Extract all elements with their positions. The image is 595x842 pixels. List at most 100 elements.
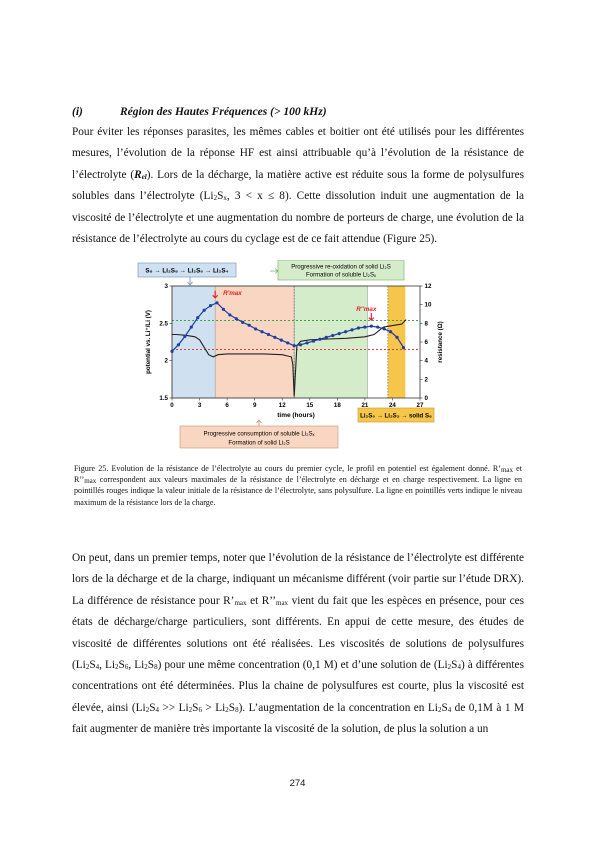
region-band-blue [171, 285, 216, 399]
p2-c9: 2 [225, 705, 229, 714]
resistance-point [292, 344, 296, 348]
p2-b1: 2 [447, 663, 452, 672]
p2-d3: 4 [447, 705, 452, 714]
paragraph-1: Pour éviter les réponses parasites, les … [72, 122, 524, 250]
resistance-point [208, 304, 213, 308]
resistance-point [382, 327, 386, 331]
y-right-tick-label: 8 [425, 320, 429, 327]
figure-caption: Figure 25. Evolution de la résistance de… [74, 463, 522, 508]
label-consumption-2: Formation of solid Li₂S [228, 440, 289, 447]
resistance-point [363, 325, 367, 329]
caption-text-2: et R’’ [74, 464, 522, 485]
p2-c5: 2 [188, 705, 193, 714]
resistance-point [305, 341, 309, 345]
resistance-point [221, 307, 226, 311]
x-tick-label: 0 [170, 402, 174, 409]
y-left-tick-label: 3 [165, 283, 169, 290]
para1-text-4: , 3 < x ≤ 8). Cette dissolution induit u… [72, 190, 524, 246]
p2-a8: , Li [128, 659, 145, 672]
label-charge-end: Li₂S₆ → Li₂S₃ → solid S₈ [360, 413, 432, 420]
rel-symbol: R [134, 168, 142, 181]
p2-a11: 8 [154, 663, 158, 672]
x-tick-label: 12 [279, 402, 286, 409]
resistance-point [266, 332, 271, 337]
p2-a1: 2 [85, 663, 90, 672]
y-right-tick-label: 10 [425, 302, 432, 309]
section-number: (i) [72, 106, 83, 118]
y-left-tick-label: 2.5 [159, 320, 168, 327]
p2-t1: On peut, dans un premier temps, noter qu… [72, 552, 524, 607]
resistance-point [202, 308, 206, 312]
resistance-point [311, 339, 316, 343]
resistance-point [234, 317, 238, 321]
p2-max1: max [234, 598, 247, 607]
y-left-tick-label: 2 [165, 358, 169, 365]
y-right-tick-label: 12 [425, 283, 432, 290]
label-box-reoxidation [277, 260, 405, 281]
x-tick-label: 15 [306, 402, 313, 409]
p2-max2: max [276, 598, 289, 607]
p2-a6: S [118, 659, 125, 672]
resistance-point [331, 333, 335, 338]
p2-d2: S [441, 701, 448, 714]
p2-c11: 8 [235, 705, 239, 714]
p2-c1: 2 [145, 705, 150, 714]
x-tick-label: 6 [225, 402, 229, 409]
caption-text-3: correspondent aux valeurs maximales de l… [74, 475, 522, 507]
p2-t6: ). L’augmentation de la concentration en… [238, 701, 438, 714]
arrow-rmax-charge [368, 313, 375, 321]
p2-b2: S [451, 659, 458, 672]
paragraph-2: On peut, dans un premier temps, noter qu… [72, 548, 524, 741]
rel-subscript: el [141, 172, 147, 181]
resistance-point [241, 320, 245, 324]
p2-t2: et R’’ [246, 594, 276, 607]
p2-d1: 2 [437, 705, 442, 714]
arrow-consumption [256, 419, 262, 426]
x-tick-label: 9 [253, 402, 257, 409]
label-reoxidation-2: Formation of soluble Li₂Sₓ [306, 271, 376, 278]
page-number: 274 [289, 778, 306, 789]
p2-t4: ) pour une même concentration (0,1 M) et… [157, 659, 448, 672]
p2-a7: 6 [124, 663, 129, 672]
label-discharge-steps: S₈ → Li₂S₈ → Li₂S₆ → Li₂S₄ [145, 268, 228, 275]
p2-a5: 2 [115, 663, 119, 672]
para1-text-3: S [217, 190, 224, 203]
p2-c3: 4 [155, 705, 160, 714]
caption-sub-1: max [500, 466, 514, 474]
p2-a10: S [147, 659, 155, 672]
region-band-yellow [387, 286, 406, 398]
resistance-point [344, 330, 348, 334]
resistance-point [298, 343, 303, 347]
resistance-point [183, 334, 187, 338]
x-tick-label: 21 [361, 402, 368, 409]
resistance-point [356, 326, 361, 330]
resistance-point [176, 343, 181, 347]
resistance-point [369, 324, 373, 328]
resistance-point [228, 313, 232, 317]
para1-sub-2: 2 [213, 194, 218, 203]
section-heading: (i) Région des Hautes Fréquences (> 100 k… [72, 106, 327, 118]
resistance-point [318, 337, 322, 341]
resistance-point [260, 330, 264, 334]
marker-rmax-discharge: R'max [223, 290, 242, 297]
caption-text-1: Figure 25. Evolution de la résistance de… [74, 464, 501, 473]
p2-a9: 2 [144, 663, 148, 672]
resistance-point [350, 328, 354, 332]
x-axis-label: time (hours) [277, 412, 315, 419]
y-left-tick-label: 1.5 [159, 395, 168, 402]
para1-text-2: ). Lors de la décharge, la matière activ… [72, 168, 524, 203]
label-box-charge-end [357, 407, 435, 423]
resistance-point [395, 335, 399, 339]
arrow-discharge [187, 277, 193, 286]
x-tick-label: 3 [198, 402, 202, 409]
label-box-discharge [137, 262, 237, 278]
arrow-rmax-discharge [212, 290, 219, 299]
y-right-tick-label: 0 [425, 395, 429, 402]
resistance-point [170, 349, 174, 353]
arrow-reoxidation [270, 268, 279, 274]
x-tick-label: 27 [417, 402, 424, 409]
p2-c2: S [149, 701, 156, 714]
potential-line [172, 319, 407, 397]
resistance-point [337, 332, 341, 336]
